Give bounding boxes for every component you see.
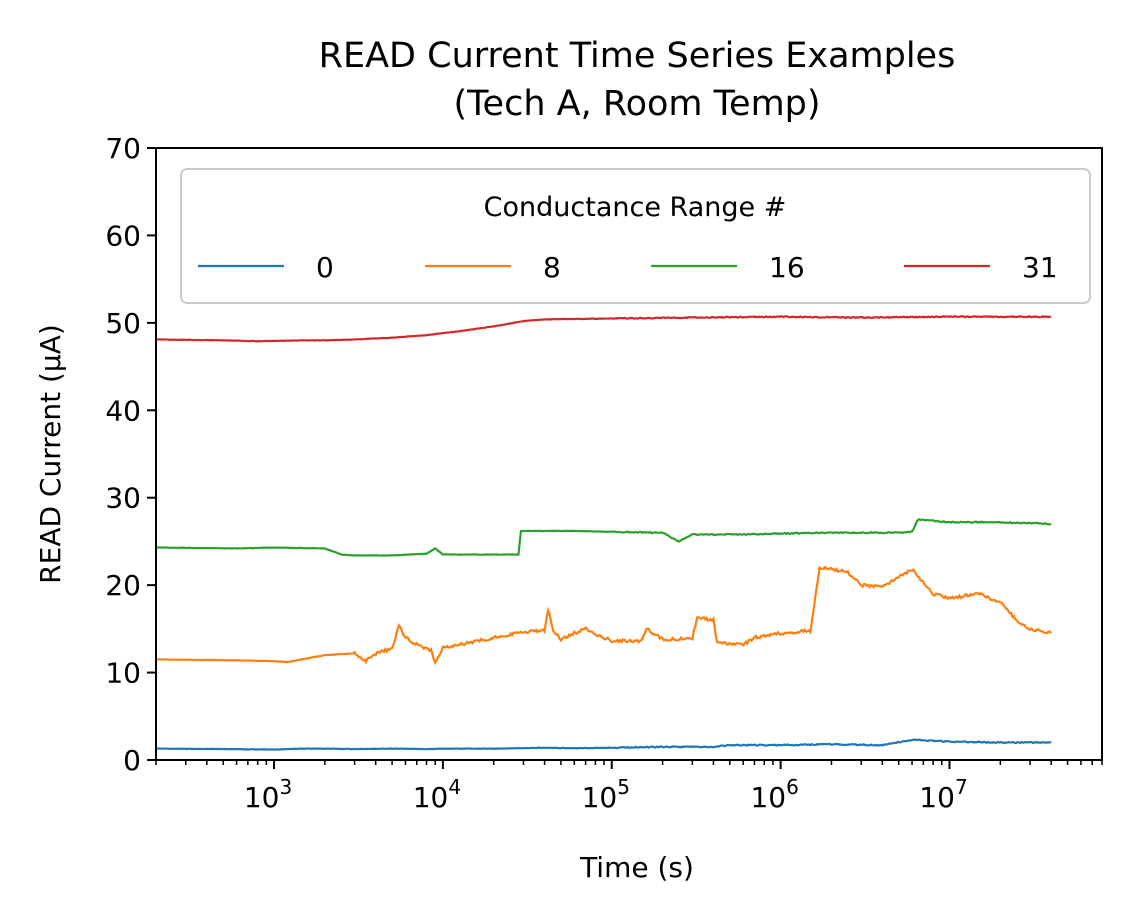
x-tick-label: 107 <box>919 775 967 814</box>
chart-subtitle: (Tech A, Room Temp) <box>453 84 820 124</box>
chart-title: READ Current Time Series Examples <box>319 36 956 76</box>
series-line-0 <box>155 738 1052 751</box>
y-tick-label: 50 <box>105 307 141 340</box>
series-layer <box>155 315 1053 751</box>
series-line-16 <box>155 518 1052 557</box>
legend-label-8: 8 <box>543 251 561 284</box>
y-tick-label: 70 <box>105 132 141 165</box>
x-tick-label: 103 <box>244 775 292 814</box>
series-line-8 <box>155 565 1053 666</box>
x-tick-label: 105 <box>582 775 630 814</box>
x-axis-label: Time (s) <box>579 851 694 884</box>
legend-box <box>180 168 1091 304</box>
legend-label-31: 31 <box>1022 251 1058 284</box>
y-tick-label: 30 <box>105 482 141 515</box>
y-tick-label: 20 <box>105 569 141 602</box>
legend-label-16: 16 <box>769 251 805 284</box>
x-tick-label: 104 <box>413 775 461 814</box>
y-tick-label: 40 <box>105 394 141 427</box>
y-tick-label: 10 <box>105 657 141 690</box>
ticks-layer: 0 10 20 30 40 50 60 70 103 104 105 106 107 <box>105 132 1103 814</box>
x-tick-label: 106 <box>750 775 798 814</box>
legend-title: Conductance Range # <box>484 192 787 223</box>
legend-label-0: 0 <box>316 251 334 284</box>
y-tick-label: 60 <box>105 219 141 252</box>
y-tick-label: 0 <box>123 744 141 777</box>
y-axis-label: READ Current (μA) <box>34 324 67 584</box>
series-line-31 <box>155 315 1052 343</box>
legend: Conductance Range # 0 8 16 31 <box>180 168 1091 304</box>
plot-frame <box>155 147 1103 761</box>
